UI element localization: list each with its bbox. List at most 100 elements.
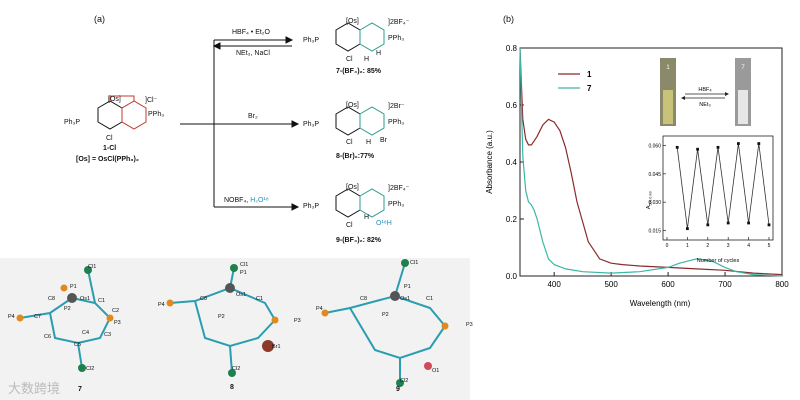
cycle-point (696, 147, 699, 151)
atom-8-p4: P4 (158, 302, 165, 308)
p7-metal: [Os] (346, 18, 359, 25)
start-cl: Cl (106, 135, 113, 142)
inset-x-tick-label: 5 (768, 243, 771, 249)
y-axis-label: Absorbance (a.u.) (485, 130, 494, 194)
atom-9-p1: P1 (404, 284, 411, 290)
cycle-point (706, 223, 710, 227)
inset-y-tick-label: 0.030 (648, 200, 661, 206)
p8-label: 8-(Br)₂:77% (336, 153, 375, 160)
cycle-point (716, 145, 720, 149)
atom-7-cl2: Cl2 (86, 366, 95, 372)
reagent-1-bottom: NEt₃, NaCl (236, 50, 270, 57)
p7-counterion: ]2BF₄⁻ (388, 19, 410, 26)
atom-7-cl1: Cl1 (88, 264, 97, 270)
p8-ligand-left: Ph₃P (303, 121, 320, 128)
x-axis-label: Wavelength (nm) (630, 299, 691, 308)
atom-7-p1: P1 (70, 284, 77, 290)
p9-oh: O¹⁸H (376, 220, 392, 227)
y-tick-label: 0.6 (506, 101, 518, 110)
p9-h: H (364, 214, 370, 221)
cycle-inset-frame (662, 135, 774, 241)
atom-7-c1: C1 (98, 298, 106, 304)
reaction-arrows (180, 36, 300, 211)
cycle-point (767, 223, 771, 227)
atom-9-p3: P3 (466, 322, 473, 328)
atom-9-cl2: Cl2 (400, 378, 409, 384)
atom-7-p3: P3 (114, 320, 121, 326)
atom-7-p2: P2 (64, 306, 71, 312)
atom-9-os1: Os1 (400, 296, 411, 302)
inset-y-tick-label: 0.060 (648, 143, 661, 149)
inset-x-tick-label: 4 (747, 243, 750, 249)
x-tick-label: 700 (718, 280, 732, 289)
inset-y-tick-label: 0.015 (648, 229, 661, 235)
p7-cl: Cl (346, 56, 353, 63)
series-line-1 (519, 47, 783, 276)
p9-cl: Cl (346, 222, 353, 229)
reagent-3: NOBF₄, H₂O¹⁸ (224, 197, 269, 204)
atom-8-cl2: Cl2 (232, 366, 241, 372)
cycle-point (737, 142, 740, 145)
atom-7-p4: P4 (8, 314, 15, 320)
crystal-label-7: 7 (78, 386, 82, 393)
y-tick-label: 0.2 (506, 215, 518, 224)
atom-9-p4: P4 (316, 306, 323, 312)
start-definition: [Os] = OsCl(PPh₃)₂ (76, 156, 139, 163)
start-metal: [Os] (108, 96, 121, 103)
atom-8-p3: P3 (294, 318, 301, 324)
atom-7-c7: C7 (34, 314, 42, 320)
p7-label: 7-(BF₄)₂: 85% (336, 68, 381, 75)
inset-x-tick-label: 3 (727, 243, 730, 249)
p7-h-right: H (376, 50, 382, 57)
p8-cl: Cl (346, 139, 353, 146)
inset-reagent-top: HBF₄ (698, 87, 712, 93)
inset-x-label: Number of cycles (697, 258, 740, 264)
atom-7-c4: C4 (82, 330, 90, 336)
atom-9-c8: C8 (360, 296, 368, 302)
vial-label-1: 1 (666, 65, 670, 71)
panel-b-tag: (b) (503, 14, 514, 24)
p7-ligand-right: PPh₃ (388, 35, 405, 42)
inset-y-label: A500.0 nm (646, 191, 653, 209)
start-ligand-left: Ph₃P (64, 119, 81, 126)
cycle-point (686, 227, 689, 231)
p8-metal: [Os] (346, 102, 359, 109)
inset-reagent-bottom: NEt₃ (699, 102, 710, 108)
p9-counterion: ]2BF₄⁻ (388, 185, 410, 192)
atom-9-p2: P2 (382, 312, 389, 318)
atom-7-os1: Os1 (80, 296, 91, 302)
p9-ligand-right: PPh₃ (388, 201, 405, 208)
atom-8-br1: Br1 (272, 344, 281, 350)
vial-label-7: 7 (741, 65, 745, 71)
atom-7-c3: C3 (104, 332, 112, 338)
atom-8-os1: Os1 (236, 292, 247, 298)
start-counterion: ]Cl⁻ (145, 97, 158, 104)
absorbance-chart: 400 500 600 700 800 0.0 0.2 0.4 0.6 0.8 Wavelengt… (485, 44, 789, 308)
vial-1-solution (663, 90, 673, 124)
p8-br: Br (380, 137, 387, 144)
crystal-label-8: 8 (230, 384, 234, 391)
atom-8-cl1: Cl1 (240, 262, 249, 268)
start-molecule-structure (97, 95, 147, 130)
watermark: 大数跨境 (8, 381, 61, 396)
p8-counterion: ]2Br⁻ (388, 103, 405, 110)
crystal-structures (16, 259, 449, 387)
atom-9-c1: C1 (426, 296, 434, 302)
p9-ligand-left: Ph₃P (303, 203, 320, 210)
reagent-2: Br₂ (248, 113, 258, 120)
x-tick-label: 500 (604, 280, 618, 289)
atom-9-cl1: Cl1 (410, 260, 419, 266)
cycle-point (675, 145, 679, 149)
crystal-structures-panel (0, 258, 470, 400)
crystal-label-9: 9 (396, 386, 400, 393)
p8-h: H (366, 139, 372, 146)
reaction-scheme (97, 22, 385, 218)
atom-8-p2: P2 (218, 314, 225, 320)
atom-8-c8: C8 (200, 296, 208, 302)
x-tick-label: 800 (775, 280, 789, 289)
series-line-7 (519, 47, 783, 277)
inset-x-tick-label: 1 (686, 243, 689, 249)
cycle-point (747, 221, 750, 225)
atom-8-c1: C1 (256, 296, 264, 302)
p7-h-left: H (364, 56, 370, 63)
